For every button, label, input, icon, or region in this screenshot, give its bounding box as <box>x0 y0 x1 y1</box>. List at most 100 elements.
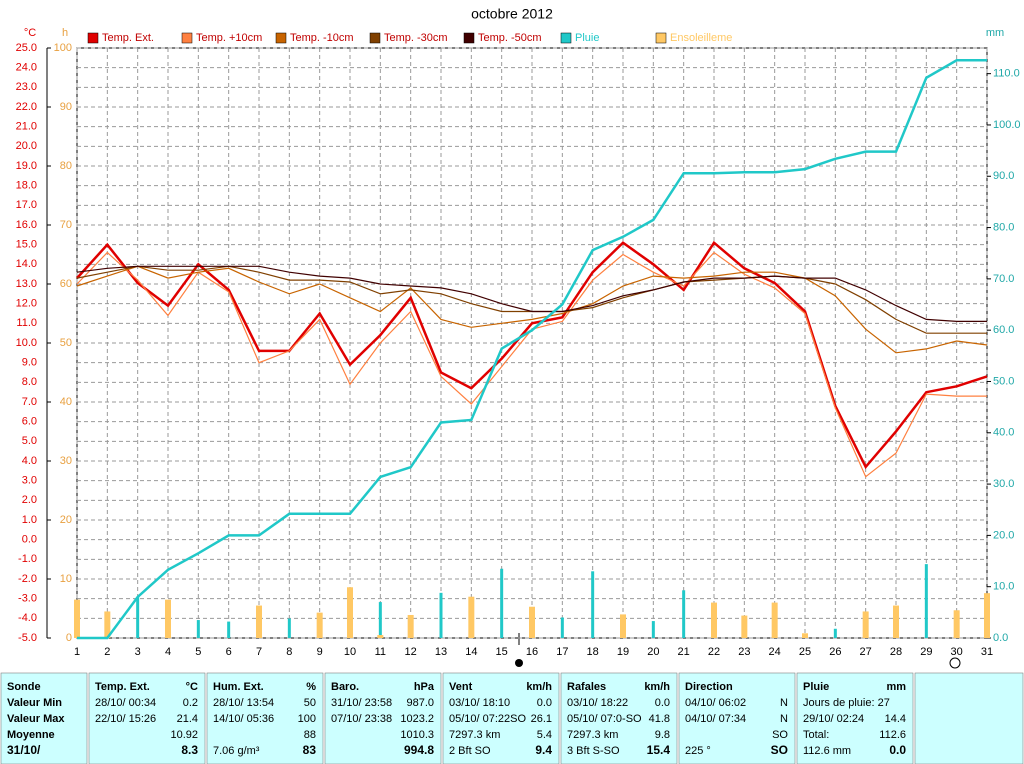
x-tick-label: 29 <box>920 646 932 658</box>
y-tick-label: 3.0 <box>22 475 37 487</box>
rain-bar <box>378 602 382 638</box>
table-cell <box>560 672 678 764</box>
table-cell-text: 987.0 <box>406 697 434 709</box>
y2-tick-label: 110.0 <box>993 68 1020 80</box>
table-cell-text: 05/10/ 07:22SO <box>449 713 527 725</box>
table-cell-text: 14/10/ 05:36 <box>213 713 274 725</box>
x-tick-label: 11 <box>375 646 386 658</box>
y3-tick-label: 10 <box>60 573 72 585</box>
y3-tick-label: 90 <box>60 101 72 113</box>
y-tick-label: 1.0 <box>22 514 37 526</box>
table-cell-text: 28/10/ 13:54 <box>213 697 274 709</box>
table-cell-text: 0.2 <box>183 697 198 709</box>
y-tick-label: 15.0 <box>16 239 37 251</box>
table-cell <box>442 672 560 764</box>
sunshine-bar <box>256 605 262 638</box>
y-tick-label: 25.0 <box>16 42 37 54</box>
rain-bar <box>591 571 595 638</box>
x-tick-label: 3 <box>135 646 141 658</box>
table-cell-text: 0.0 <box>537 697 552 709</box>
table-header: km/h <box>526 681 552 693</box>
y-tick-label: -3.0 <box>18 593 37 605</box>
sunshine-bar <box>529 606 535 638</box>
table-cell-text: 994.8 <box>404 743 434 757</box>
table-cell-text: 28/10/ 00:34 <box>95 697 156 709</box>
table-cell <box>796 672 914 764</box>
table-cell-text: 8.3 <box>181 743 198 757</box>
y3-tick-label: 0 <box>66 632 72 644</box>
sunshine-bar <box>953 610 960 638</box>
y-tick-label: 14.0 <box>16 258 37 270</box>
rain-bar <box>682 590 686 638</box>
series-line <box>76 265 988 354</box>
legend-swatch <box>87 32 99 44</box>
y-tick-label: 18.0 <box>16 180 37 192</box>
sunshine-bar <box>347 587 353 638</box>
y-tick-label: 21.0 <box>16 121 37 133</box>
x-tick-label: 6 <box>226 646 232 658</box>
x-tick-label: 30 <box>951 646 963 658</box>
y-tick-label: 0.0 <box>22 534 37 546</box>
x-tick-label: 28 <box>890 646 902 658</box>
x-tick-label: 10 <box>344 646 356 658</box>
y-tick-label: -2.0 <box>18 573 37 585</box>
x-tick-label: 12 <box>405 646 417 658</box>
x-tick-label: 2 <box>104 646 110 658</box>
table-cell-text: 31/10/ <box>7 743 41 757</box>
y2-tick-label: 50.0 <box>993 375 1014 387</box>
legend-label: Ensoleilleme <box>670 32 732 44</box>
table-cell-text: 26.1 <box>531 713 552 725</box>
table-cell-text: 112.6 <box>879 729 906 741</box>
x-tick-label: 16 <box>526 646 538 658</box>
y2-tick-label: 70.0 <box>993 273 1014 285</box>
rain-bar <box>560 617 564 638</box>
table-header: % <box>306 681 316 693</box>
y-tick-label: 2.0 <box>22 494 37 506</box>
y-tick-label: 24.0 <box>16 62 37 74</box>
legend-swatch <box>181 32 193 44</box>
y3-tick-label: 50 <box>60 337 72 349</box>
x-tick-label: 31 <box>981 646 993 658</box>
y-tick-label: 9.0 <box>22 357 37 369</box>
sunshine-bar <box>316 612 323 638</box>
y-tick-label: 23.0 <box>16 81 37 93</box>
x-tick-label: 25 <box>799 646 811 658</box>
y-tick-label: -1.0 <box>18 553 37 565</box>
sunshine-bar <box>74 599 80 638</box>
table-cell-text: 50 <box>304 697 316 709</box>
table-cell-text: 03/10/ 18:10 <box>449 697 510 709</box>
sunshine-bar <box>377 635 384 638</box>
legend-label: Temp. -50cm <box>478 32 542 44</box>
legend-label: Temp. -30cm <box>384 32 448 44</box>
x-tick-label: 23 <box>738 646 750 658</box>
legend-swatch <box>560 32 572 44</box>
y3-tick-label: 70 <box>60 219 72 231</box>
table-cell-text: 225 ° <box>685 745 711 757</box>
legend-swatch <box>369 32 381 44</box>
y-tick-label: 8.0 <box>22 376 37 388</box>
table-cell-text: 88 <box>304 729 316 741</box>
table-header: Rafales <box>567 681 606 693</box>
x-tick-label: 15 <box>496 646 508 658</box>
y3-axis-unit: h <box>62 27 68 39</box>
legend-label: Temp. +10cm <box>196 32 262 44</box>
y2-tick-label: 60.0 <box>993 324 1014 336</box>
legend-label: Temp. -10cm <box>290 32 354 44</box>
table-cell <box>914 672 1024 764</box>
y2-tick-label: 100.0 <box>993 119 1021 131</box>
x-tick-label: 8 <box>286 646 292 658</box>
sunshine-bar <box>893 605 899 638</box>
sunshine-bar <box>741 615 748 638</box>
sunshine-bar <box>984 593 990 638</box>
sunshine-bar <box>407 614 414 638</box>
table-cell-text: 3 Bft S-SO <box>567 745 620 757</box>
y-tick-label: 17.0 <box>16 199 37 211</box>
x-tick-label: 19 <box>617 646 629 658</box>
legend-swatch <box>463 32 475 44</box>
y-axis-unit: °C <box>24 27 36 39</box>
legend-label: Pluie <box>575 32 599 44</box>
table-cell-text: Valeur Max <box>7 713 65 725</box>
new-moon-icon <box>515 659 523 667</box>
table-header: Sonde <box>7 681 41 693</box>
